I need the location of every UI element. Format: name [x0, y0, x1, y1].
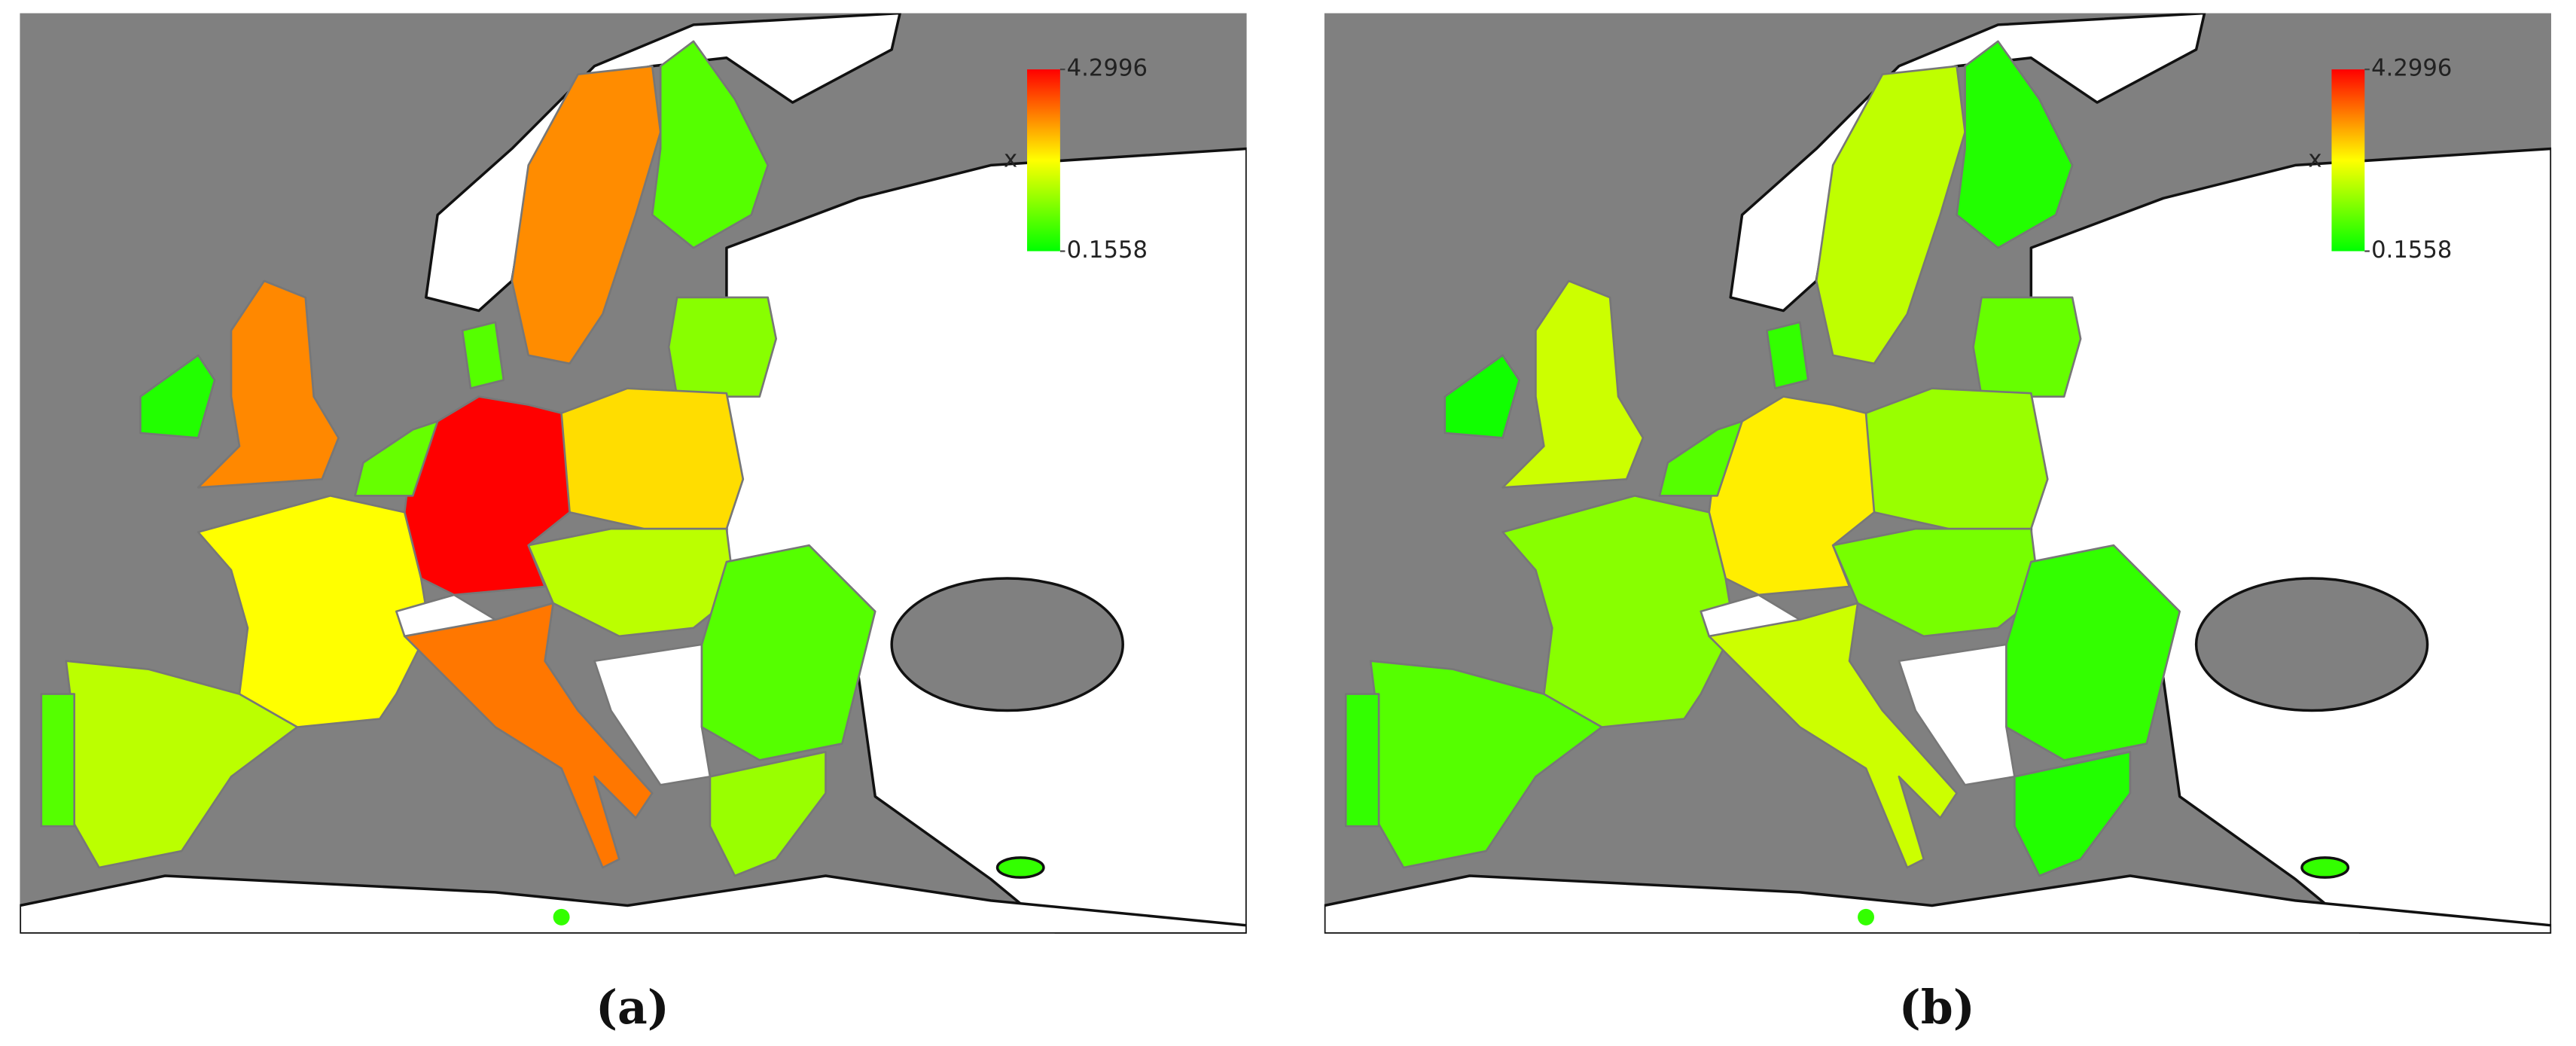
country-uk [1501, 279, 1645, 489]
colorbar-tick-label: 4.2996 [2371, 55, 2452, 82]
colorbar-label: x [2308, 145, 2321, 172]
country-malta [1858, 908, 1874, 926]
country-italy [1708, 602, 1958, 869]
colorbar-tick-label: 0.1558 [1067, 236, 1148, 264]
country-france [197, 494, 431, 728]
black-sea [890, 577, 1124, 712]
country-portugal [40, 693, 75, 828]
country-finland [1956, 40, 2074, 249]
map-panel: 4.2996 0.1558 x (b) [1324, 13, 2552, 1035]
map-panel: 4.2996 0.1558 x (a) [20, 13, 1247, 1035]
country-ireland [139, 354, 216, 439]
map [1324, 13, 2552, 934]
country-greece [709, 751, 827, 877]
country-benelux [354, 420, 439, 497]
colorbar-tick-label: 4.2996 [1067, 55, 1148, 82]
country-uk [197, 279, 340, 489]
black-sea [2194, 577, 2429, 712]
land [20, 874, 1247, 934]
panel-caption: (a) [596, 980, 669, 1035]
land [1324, 874, 2552, 934]
country-baltics [667, 296, 778, 398]
country-romania-bulgaria [2005, 544, 2181, 761]
country-sweden [1815, 65, 1966, 365]
country-italy [403, 602, 654, 869]
panel-caption: (b) [1899, 980, 1975, 1035]
country-portugal [1344, 693, 1380, 828]
country-ireland [1443, 354, 1520, 439]
colorbar [1027, 69, 1060, 252]
country-poland [560, 387, 745, 530]
country-romania-bulgaria [700, 544, 876, 761]
country-baltics [1972, 296, 2082, 398]
country-finland [651, 40, 770, 249]
country-denmark [1766, 321, 1809, 389]
country-sweden [511, 65, 662, 365]
country-benelux [1658, 420, 1743, 497]
country-cyprus [995, 856, 1045, 879]
colorbar-tick-label: 0.1558 [2371, 236, 2452, 264]
colorbar [2331, 69, 2365, 252]
country-greece [2014, 751, 2132, 877]
country-france [1501, 494, 1735, 728]
colorbar-label: x [1004, 145, 1017, 172]
map [20, 13, 1247, 934]
country-denmark [461, 321, 505, 389]
country-cyprus [2300, 856, 2350, 879]
country-poland [1864, 387, 2049, 530]
country-malta [553, 908, 570, 926]
